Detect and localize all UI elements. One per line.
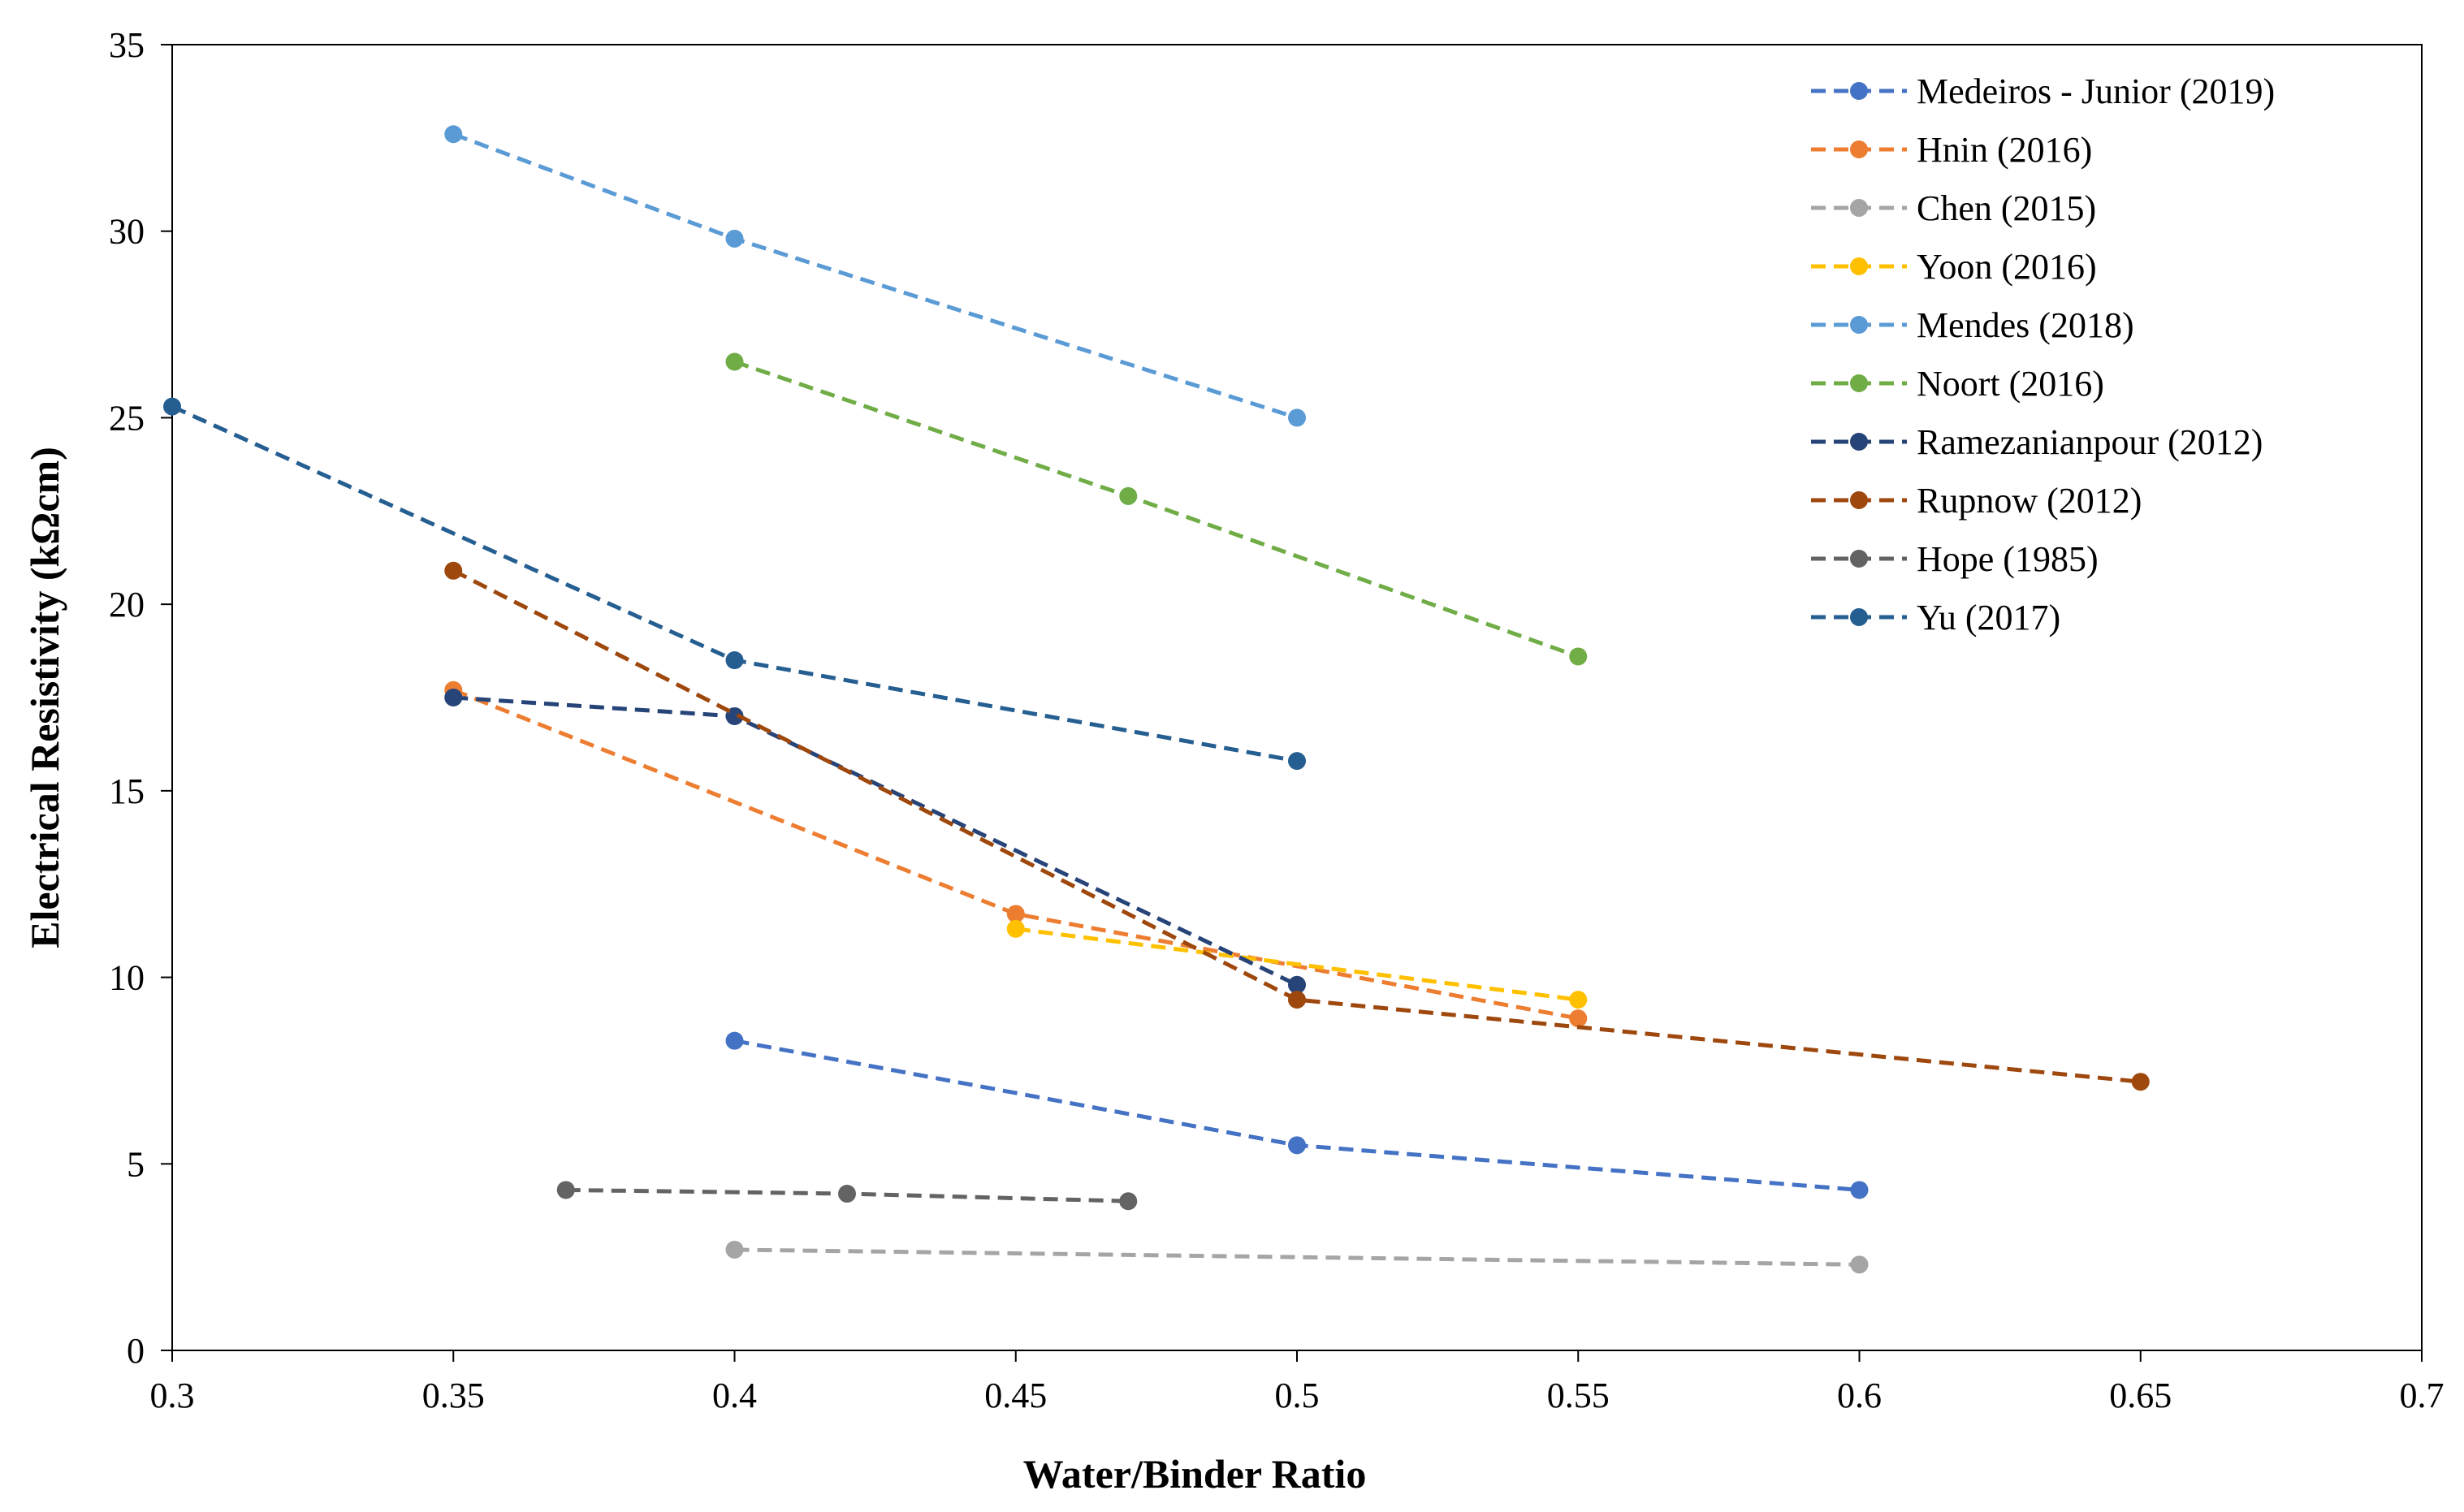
legend-item: Ramezanianpour (2012) xyxy=(1811,422,2263,462)
legend-item: Mendes (2018) xyxy=(1811,305,2134,345)
data-point xyxy=(1569,647,1588,666)
legend-marker xyxy=(1850,257,1868,275)
legend-marker xyxy=(1850,550,1868,568)
x-tick-label: 0.5 xyxy=(1275,1376,1320,1415)
data-point xyxy=(725,352,744,371)
x-tick-label: 0.6 xyxy=(1837,1376,1882,1415)
series-9 xyxy=(556,1181,1138,1211)
legend-item: Yoon (2016) xyxy=(1811,247,2097,287)
x-tick-label: 0.3 xyxy=(150,1376,195,1415)
series-3 xyxy=(725,1240,1869,1274)
data-point xyxy=(1006,905,1025,923)
series-line xyxy=(452,688,1579,1021)
series-1 xyxy=(725,1031,1869,1199)
x-tick-label: 0.4 xyxy=(712,1376,757,1415)
series-line xyxy=(1015,927,1579,1002)
legend-item: Chen (2015) xyxy=(1811,188,2096,228)
legend-label: Hnin (2016) xyxy=(1917,130,2092,170)
data-point xyxy=(725,229,744,248)
legend-label: Medeiros - Junior (2019) xyxy=(1917,71,2275,111)
series-4 xyxy=(1006,919,1588,1009)
data-point xyxy=(1569,1009,1588,1028)
data-point xyxy=(1288,752,1306,771)
series-2 xyxy=(444,680,1588,1028)
legend: Medeiros - Junior (2019) Hnin (2016) Chen … xyxy=(1811,71,2275,637)
data-point xyxy=(1288,1136,1306,1155)
y-tick-label: 25 xyxy=(109,398,145,438)
y-axis-title: Electrical Resistivity (kΩcm) xyxy=(22,447,67,948)
series-line xyxy=(734,1039,1860,1192)
legend-item: Rupnow (2012) xyxy=(1811,481,2142,521)
data-point xyxy=(444,689,463,706)
legend-marker xyxy=(1850,199,1868,217)
x-axis: 0.3 0.35 0.4 0.45 0.5 0.55 0.6 0.65 0.7 xyxy=(150,1350,2445,1415)
data-point xyxy=(1569,991,1588,1009)
data-point xyxy=(444,125,463,144)
legend-item: Hnin (2016) xyxy=(1811,130,2092,170)
series-5 xyxy=(444,125,1306,427)
legend-label: Yu (2017) xyxy=(1917,598,2060,637)
data-point xyxy=(1288,991,1306,1009)
y-tick-label: 15 xyxy=(109,771,145,811)
legend-item: Yu (2017) xyxy=(1811,598,2060,637)
x-tick-label: 0.7 xyxy=(2400,1376,2445,1415)
legend-marker xyxy=(1850,491,1868,509)
legend-label: Chen (2015) xyxy=(1917,188,2096,228)
x-tick-label: 0.45 xyxy=(984,1376,1047,1415)
series-layer xyxy=(163,125,2150,1274)
data-point xyxy=(1850,1181,1869,1199)
series-line xyxy=(733,360,1580,659)
series-line xyxy=(734,1247,1860,1267)
y-axis: 0 5 10 15 20 25 30 35 xyxy=(109,25,172,1371)
y-tick-label: 20 xyxy=(109,585,145,624)
legend-marker xyxy=(1850,608,1868,626)
data-point xyxy=(1288,408,1306,427)
legend-item: Medeiros - Junior (2019) xyxy=(1811,71,2275,111)
legend-item: Noort (2016) xyxy=(1811,364,2104,404)
legend-marker xyxy=(1850,82,1868,100)
legend-label: Noort (2016) xyxy=(1917,364,2104,404)
data-point xyxy=(1288,975,1306,994)
data-point xyxy=(1006,919,1025,938)
legend-label: Ramezanianpour (2012) xyxy=(1917,422,2263,462)
series-10 xyxy=(163,397,1306,771)
data-point xyxy=(444,561,463,580)
x-tick-label: 0.65 xyxy=(2109,1376,2172,1415)
data-point xyxy=(725,1240,744,1259)
legend-marker xyxy=(1850,140,1868,158)
y-tick-label: 0 xyxy=(127,1331,145,1371)
data-point xyxy=(163,397,181,416)
legend-marker xyxy=(1850,316,1868,334)
legend-label: Yoon (2016) xyxy=(1917,247,2097,287)
x-tick-label: 0.35 xyxy=(422,1376,485,1415)
y-tick-label: 30 xyxy=(109,212,145,252)
data-point xyxy=(725,1031,744,1050)
data-point xyxy=(1119,486,1138,505)
series-7 xyxy=(444,689,1306,994)
legend-marker xyxy=(1850,433,1868,451)
series-8 xyxy=(444,561,2150,1091)
data-point xyxy=(1119,1192,1138,1211)
data-point xyxy=(725,706,744,725)
y-tick-label: 10 xyxy=(109,958,145,998)
legend-label: Hope (1985) xyxy=(1917,539,2099,579)
data-point xyxy=(1850,1255,1869,1274)
y-tick-label: 5 xyxy=(127,1144,145,1184)
data-point xyxy=(838,1185,856,1203)
series-line xyxy=(452,132,1298,420)
legend-label: Rupnow (2012) xyxy=(1917,481,2142,521)
series-6 xyxy=(725,352,1588,666)
x-axis-title: Water/Binder Ratio xyxy=(1023,1451,1367,1497)
legend-item: Hope (1985) xyxy=(1811,539,2099,579)
plot-area-frame xyxy=(171,44,2423,1351)
data-point xyxy=(725,651,744,670)
data-point xyxy=(556,1181,575,1199)
x-tick-label: 0.55 xyxy=(1547,1376,1610,1415)
data-point xyxy=(2131,1073,2150,1091)
legend-marker xyxy=(1850,374,1868,392)
legend-label: Mendes (2018) xyxy=(1917,305,2134,345)
y-tick-label: 35 xyxy=(109,25,145,65)
